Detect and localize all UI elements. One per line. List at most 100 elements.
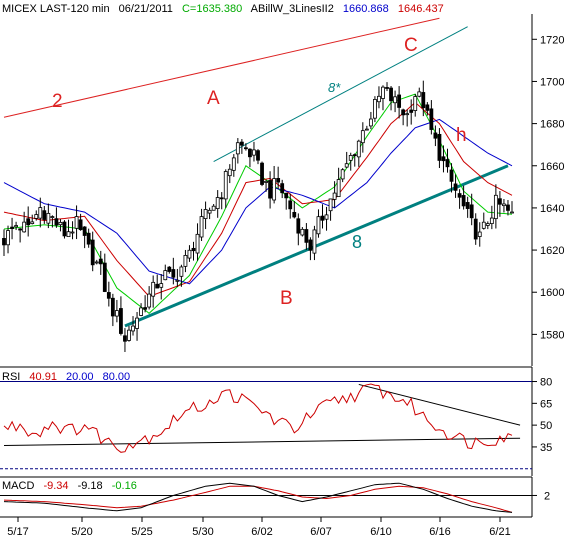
candle-body xyxy=(498,198,502,205)
x-tick-label: 6/02 xyxy=(251,526,272,538)
candle-body xyxy=(300,228,305,236)
rsi-y-tick-label: 50 xyxy=(540,420,552,432)
candle-body xyxy=(449,169,454,182)
rsi-y-tick-label: 80 xyxy=(540,377,552,389)
candle-body xyxy=(179,266,184,277)
rsi-y-tick-label: 35 xyxy=(540,442,552,454)
candle-body xyxy=(147,293,152,308)
x-tick-label: 5/17 xyxy=(7,526,28,538)
wave-h-label: h xyxy=(456,125,467,146)
candle-body xyxy=(465,202,470,209)
candle-body xyxy=(397,94,402,108)
price-y-tick-label: 1720 xyxy=(540,34,564,46)
candle-body xyxy=(352,154,357,157)
candle-body xyxy=(163,270,168,281)
candle-body xyxy=(506,204,510,211)
rsi-y-tick-label: 65 xyxy=(540,398,552,410)
rsi-levels xyxy=(0,381,532,470)
candle-body xyxy=(292,211,297,218)
macd-line xyxy=(3,482,513,513)
macd-signal-value: -9.18 xyxy=(78,480,103,492)
candle-body xyxy=(316,216,321,235)
candle-body xyxy=(78,219,83,231)
candle-body xyxy=(288,200,293,210)
price-panel: 1580 1600 1620 1640 1660 1680 1700 1720 xyxy=(2,14,564,366)
candle-body xyxy=(312,229,317,254)
macd-name: MACD xyxy=(2,480,34,492)
candle-body xyxy=(54,218,59,226)
candle-body xyxy=(244,147,248,150)
candle-body xyxy=(159,283,164,288)
rsi-name: RSI xyxy=(2,371,20,383)
x-tick-label: 6/07 xyxy=(310,526,331,538)
candle-body xyxy=(227,168,232,177)
x-axis-ticks: 5/17 5/20 5/25 5/30 6/02 6/07 6/10 6/16 6/21 xyxy=(7,517,511,538)
price-y-axis: 1580 1600 1620 1640 1660 1680 1700 1720 xyxy=(532,34,564,341)
price-y-tick-label: 1620 xyxy=(540,245,564,257)
candle-body xyxy=(143,307,148,310)
x-tick-label: 6/16 xyxy=(429,526,450,538)
candle-body xyxy=(385,87,389,89)
candle-body xyxy=(74,216,79,229)
candle-body xyxy=(336,179,341,198)
candle-body xyxy=(348,155,353,161)
candle-body xyxy=(356,140,361,158)
x-axis: 5/17 5/20 5/25 5/30 6/02 6/07 6/10 6/16 6/21 xyxy=(0,516,532,538)
candle-body xyxy=(22,221,27,233)
macd-panel: 2 MACD -9.34 -9.18 -0.16 xyxy=(0,476,550,517)
symbol-label: MICEX LAST-120 min xyxy=(2,3,110,15)
candle-body xyxy=(377,95,381,103)
candle-body xyxy=(223,171,228,200)
candle-body xyxy=(151,281,156,297)
candle-body xyxy=(114,310,119,317)
candle-body xyxy=(94,261,99,264)
candle-body xyxy=(433,132,438,139)
candle-body xyxy=(368,118,373,127)
candle-body xyxy=(195,233,200,254)
candle-body xyxy=(477,231,482,237)
candle-body xyxy=(364,128,369,131)
candle-body xyxy=(389,87,393,102)
svg-text:RSI 40.91 20.00: RSI 40.91 20.00 80.00 xyxy=(2,371,130,383)
trendline-line-8-star xyxy=(213,26,468,162)
candle-body xyxy=(489,217,494,224)
rsi-panel: 35 50 65 80 RSI 40.91 20.00 80.00 xyxy=(0,366,552,476)
candle-body xyxy=(268,180,272,199)
rsi-trendlines xyxy=(3,383,521,446)
price-y-tick-label: 1680 xyxy=(540,119,564,131)
candle-body xyxy=(320,215,325,221)
candle-body xyxy=(34,214,39,219)
candle-body xyxy=(50,216,55,218)
candle-body xyxy=(429,108,434,130)
candle-body xyxy=(86,232,91,245)
candle-body xyxy=(155,283,160,289)
rsi-upper: 80.00 xyxy=(103,371,131,383)
candle-body xyxy=(417,91,422,97)
candle-body xyxy=(135,317,139,329)
candle-body xyxy=(256,150,260,161)
candle-body xyxy=(473,218,478,240)
candle-body xyxy=(328,198,333,212)
candle-body xyxy=(401,109,406,116)
candle-body xyxy=(445,159,450,168)
macd-y-axis: 2 xyxy=(0,490,550,502)
candle-body xyxy=(457,193,462,198)
candle-body xyxy=(324,214,329,220)
candle-body xyxy=(10,226,14,230)
candle-body xyxy=(171,269,176,278)
candle-body xyxy=(425,104,430,111)
candle-body xyxy=(219,197,224,200)
wave-c-label: C xyxy=(404,35,418,56)
candle-body xyxy=(413,96,418,111)
line-8-star-label: 8* xyxy=(328,80,341,95)
candle-body xyxy=(421,92,426,109)
candle-body xyxy=(235,142,240,155)
candle-body xyxy=(90,239,95,266)
candle-body xyxy=(70,231,75,234)
trendline-line-2 xyxy=(3,17,440,118)
candle-body xyxy=(332,192,337,200)
price-y-tick-label: 1700 xyxy=(540,76,564,88)
price-y-tick-label: 1600 xyxy=(540,287,564,299)
candle-body xyxy=(175,279,180,282)
candle-body xyxy=(248,148,252,158)
